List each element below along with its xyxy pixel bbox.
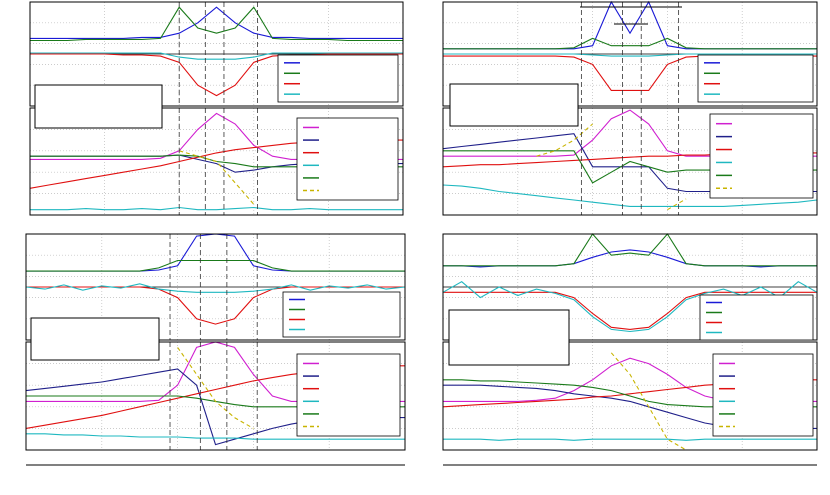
plot-frame (442, 341, 818, 451)
series-line (443, 37, 817, 50)
series-line (536, 123, 687, 211)
series-line (443, 291, 817, 330)
series-line (26, 259, 405, 272)
series-line (30, 206, 403, 211)
series-line (30, 52, 403, 60)
plot-frame (442, 107, 818, 216)
charts (25, 0, 818, 451)
series-line (30, 53, 403, 97)
legend (712, 353, 814, 437)
series-line (443, 53, 817, 57)
plot-frame (442, 1, 818, 107)
series-line (177, 347, 254, 429)
legend (296, 353, 401, 437)
series-line (443, 233, 817, 267)
series-line (610, 352, 687, 451)
plot-frame (25, 341, 406, 451)
plot-frame (442, 233, 818, 341)
series-line (179, 150, 255, 205)
plot-frame (29, 107, 404, 216)
series-line (442, 184, 818, 207)
legend (709, 113, 814, 199)
legend (697, 54, 814, 103)
plot-frame (29, 1, 404, 107)
text-box (30, 317, 160, 361)
series-line (30, 6, 403, 42)
series-line (443, 438, 817, 441)
legend (277, 54, 399, 103)
series-line (26, 433, 405, 440)
series-line (30, 6, 403, 39)
series-line (25, 283, 406, 293)
legend (296, 117, 399, 201)
text-box (34, 84, 163, 129)
text-box (449, 83, 579, 127)
plot-frame (25, 233, 406, 341)
text-box (448, 309, 570, 366)
series-line (442, 281, 818, 333)
